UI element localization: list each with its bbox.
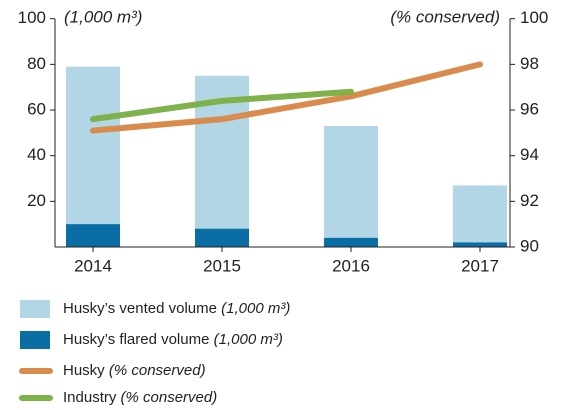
legend-name: Husky <box>63 362 105 379</box>
y2-tick-label: 98 <box>520 54 539 73</box>
legend-swatch <box>20 300 50 318</box>
y-tick-label: 60 <box>27 100 46 119</box>
legend-name: Industry <box>63 389 117 406</box>
line <box>90 88 354 123</box>
legend-label: Industry (% conserved) <box>63 389 217 406</box>
legend-unit: (1,000 m³) <box>221 300 290 317</box>
y-tick-label: 100 <box>18 8 46 27</box>
x-tick-label: 2017 <box>461 256 499 275</box>
y-axis-label: (1,000 m³) <box>64 7 142 26</box>
legend-unit: (1,000 m³) <box>214 331 283 348</box>
legend-name: Husky’s flared volume <box>63 331 209 348</box>
y-tick-label: 40 <box>27 145 46 164</box>
y-tick-label: 80 <box>27 54 46 73</box>
x-tick-label: 2016 <box>332 256 370 275</box>
bar <box>453 242 507 247</box>
bar <box>66 66 120 247</box>
bar <box>324 237 378 247</box>
y2-tick-label: 92 <box>520 191 539 210</box>
bar <box>324 126 378 247</box>
bar <box>453 185 507 247</box>
legend-name: Husky’s vented volume <box>63 300 217 317</box>
legend-swatch <box>20 331 50 349</box>
bar <box>66 224 120 247</box>
y2-tick-label: 94 <box>520 145 539 164</box>
y2-tick-label: 90 <box>520 236 539 255</box>
line <box>90 61 483 134</box>
bar <box>195 228 249 247</box>
y2-axis-label: (% conserved) <box>390 7 500 26</box>
legend-label: Husky’s flared volume (1,000 m³) <box>63 331 283 348</box>
legend-label: Husky’s vented volume (1,000 m³) <box>63 300 290 317</box>
y-tick-label: 20 <box>27 191 46 210</box>
y2-tick-label: 100 <box>520 8 548 27</box>
legend-label: Husky (% conserved) <box>63 362 206 379</box>
x-tick-label: 2015 <box>203 256 241 275</box>
legend-unit: (% conserved) <box>121 389 218 406</box>
x-tick-label: 2014 <box>74 256 112 275</box>
y2-tick-label: 96 <box>520 100 539 119</box>
legend-unit: (% conserved) <box>109 362 206 379</box>
